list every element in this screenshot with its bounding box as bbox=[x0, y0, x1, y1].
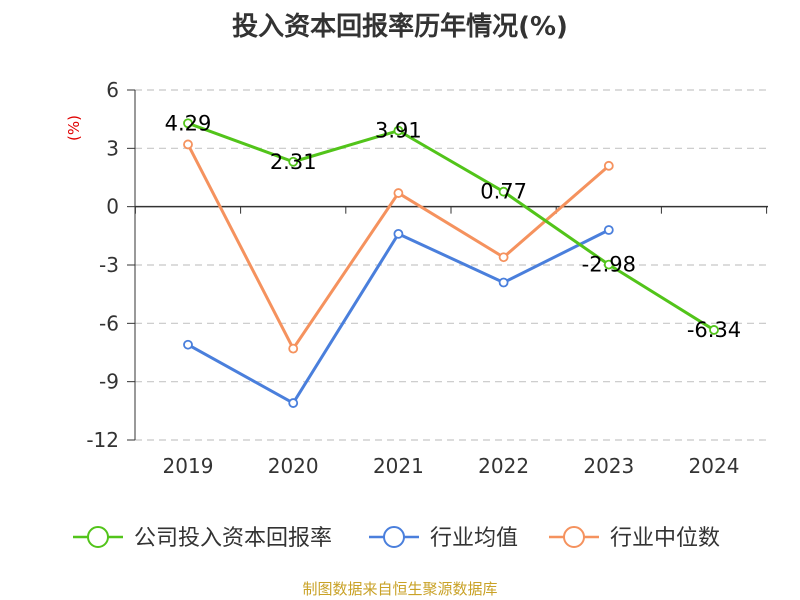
data-point bbox=[393, 125, 404, 136]
data-point bbox=[288, 343, 299, 354]
data-point bbox=[393, 188, 404, 198]
data-point bbox=[498, 186, 509, 197]
legend-label: 行业中位数 bbox=[610, 526, 720, 551]
x-tick-label: 2021 bbox=[373, 454, 424, 478]
data-point bbox=[183, 118, 193, 129]
legend: 公司投入资本回报率 行业均值 行业中位数 bbox=[73, 526, 720, 551]
data-point bbox=[603, 225, 614, 235]
data-point bbox=[498, 252, 509, 263]
data-label: -6.34 bbox=[687, 318, 741, 342]
legend-marker bbox=[87, 526, 109, 548]
chart-title: 投入资本回报率历年情况(%) bbox=[232, 12, 568, 42]
data-point bbox=[709, 325, 719, 335]
y-tick-label: -9 bbox=[99, 370, 119, 394]
x-tick-label: 2020 bbox=[268, 454, 319, 478]
series-line bbox=[187, 228, 610, 405]
legend-marker bbox=[383, 526, 405, 548]
y-tick-label: -3 bbox=[99, 253, 119, 277]
y-axis-unit: (%) bbox=[65, 115, 83, 141]
x-tick-label: 2023 bbox=[583, 454, 634, 478]
y-tick-label: 0 bbox=[106, 195, 119, 219]
data-label: 4.29 bbox=[165, 111, 212, 135]
legend-marker bbox=[563, 526, 585, 548]
series-line bbox=[186, 143, 610, 351]
data-label: -2.98 bbox=[582, 253, 636, 277]
y-tick-label: -6 bbox=[99, 311, 119, 335]
data-point bbox=[603, 259, 614, 270]
y-tick-label: -12 bbox=[86, 428, 119, 452]
data-point bbox=[288, 156, 299, 167]
x-tick-label: 2019 bbox=[163, 454, 214, 478]
legend-label: 行业均值 bbox=[430, 526, 518, 551]
data-point bbox=[288, 398, 299, 408]
axes: 6 3 0 -3 -6 -9 -12 2019 2020 2021 2022 2023 2024 (%) bbox=[65, 78, 768, 478]
data-label: 2.31 bbox=[270, 150, 317, 174]
grid-lines bbox=[135, 89, 768, 441]
data-label: 3.91 bbox=[375, 119, 422, 143]
series-line bbox=[187, 121, 715, 332]
data-labels: 4.29 2.31 3.91 0.77 -2.98 -6.34 bbox=[165, 111, 742, 342]
data-point bbox=[183, 339, 193, 350]
series-lines bbox=[183, 118, 719, 408]
x-tick-label: 2022 bbox=[478, 454, 529, 478]
data-point bbox=[183, 139, 193, 150]
data-point bbox=[393, 228, 404, 239]
y-tick-label: 6 bbox=[106, 78, 119, 102]
legend-label: 公司投入资本回报率 bbox=[134, 526, 332, 551]
data-point bbox=[603, 160, 614, 171]
data-point bbox=[498, 277, 509, 288]
data-label: 0.77 bbox=[480, 180, 527, 204]
x-tick-label: 2024 bbox=[689, 454, 740, 478]
source-note: 制图数据来自恒生聚源数据库 bbox=[302, 580, 498, 598]
y-tick-label: 3 bbox=[106, 136, 119, 160]
